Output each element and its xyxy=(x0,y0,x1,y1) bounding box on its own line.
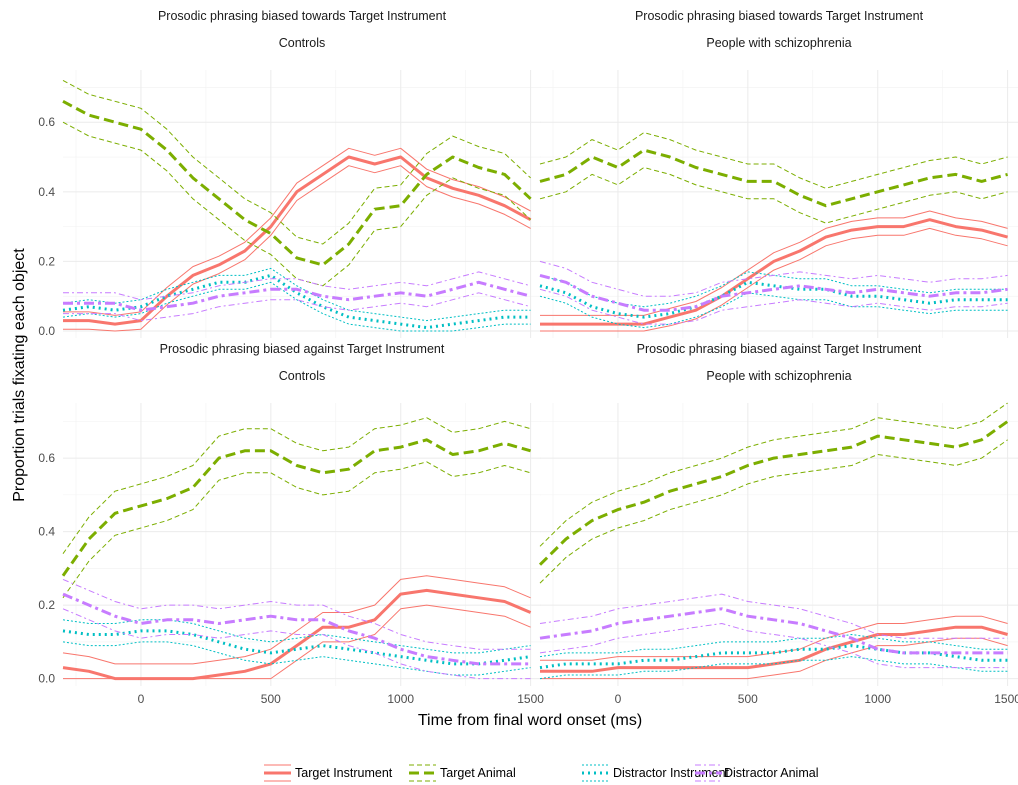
ci-lower-line xyxy=(62,281,531,332)
mean-line xyxy=(62,273,531,330)
facet-strip-group: Controls xyxy=(279,369,326,383)
facet-strip-condition: Prosodic phrasing biased against Target … xyxy=(160,342,445,356)
legend: Target Instrument Target Animal Distractor… xyxy=(264,764,818,782)
ci-lower-line xyxy=(539,439,1008,584)
legend-label: Distractor Animal xyxy=(724,766,818,780)
panel-2: Prosodic phrasing biased towards Target … xyxy=(539,9,1018,338)
series-distractor-animal xyxy=(62,578,531,680)
facet-strip-group: Controls xyxy=(279,36,326,50)
ci-upper-line xyxy=(62,79,531,245)
panel-1: Prosodic phrasing biased towards Target … xyxy=(38,9,541,338)
mean-line xyxy=(539,644,1008,670)
series-distractor-animal xyxy=(63,271,531,322)
y-tick-label: 0.0 xyxy=(38,324,55,338)
y-tick-label: 0.6 xyxy=(38,451,55,465)
legend-label: Target Instrument xyxy=(295,766,393,780)
ci-upper-line xyxy=(63,271,531,301)
facet-strip-condition: Prosodic phrasing biased towards Target … xyxy=(635,9,924,23)
y-tick-label: 0.2 xyxy=(38,254,55,268)
series-target-animal xyxy=(62,79,532,287)
x-tick-label: 1000 xyxy=(387,692,414,706)
series-distractor-instrument xyxy=(539,634,1008,680)
facet-strip-condition: Prosodic phrasing biased towards Target … xyxy=(158,9,447,23)
mean-line xyxy=(62,629,531,666)
ci-lower-line xyxy=(62,608,531,680)
ci-upper-line xyxy=(63,147,531,316)
ci-upper-line xyxy=(539,402,1008,547)
ci-upper-line xyxy=(540,210,1008,316)
ci-lower-line xyxy=(62,121,531,287)
mean-line xyxy=(539,148,1008,208)
mean-line xyxy=(540,625,1009,673)
panel-3: Prosodic phrasing biased against Target … xyxy=(38,342,544,706)
x-tick-label: 1500 xyxy=(994,692,1018,706)
ci-lower-line xyxy=(539,288,1008,325)
series-target-instrument xyxy=(540,210,1008,332)
ci-upper-line xyxy=(62,575,531,665)
mean-line xyxy=(62,99,532,267)
series-target-instrument xyxy=(63,147,532,332)
ci-upper-line xyxy=(539,593,1008,639)
x-tick-label: 1000 xyxy=(864,692,891,706)
ci-lower-line xyxy=(539,623,1008,669)
ci-upper-line xyxy=(62,578,531,650)
ci-upper-line xyxy=(539,271,1008,308)
y-tick-label: 0.2 xyxy=(38,598,55,612)
y-tick-label: 0.4 xyxy=(38,185,55,199)
mean-line xyxy=(63,280,531,312)
legend-label: Distractor Instrument xyxy=(613,766,730,780)
ci-lower-line xyxy=(63,165,531,332)
legend-item-distractor-instrument: Distractor Instrument xyxy=(582,764,730,782)
ci-upper-line xyxy=(539,132,1008,189)
ci-upper-line xyxy=(62,619,531,654)
x-axis-title: Time from final word onset (ms) xyxy=(418,712,642,729)
y-tick-label: 0.6 xyxy=(38,115,55,129)
legend-item-target-animal: Target Animal xyxy=(409,764,516,782)
x-tick-label: 500 xyxy=(738,692,758,706)
mean-line xyxy=(539,273,1008,312)
mean-line xyxy=(61,438,532,577)
y-tick-label: 0.0 xyxy=(38,672,55,686)
ci-upper-line xyxy=(539,260,1008,297)
legend-item-target-instrument: Target Instrument xyxy=(264,764,393,782)
x-tick-label: 0 xyxy=(138,692,145,706)
ci-lower-line xyxy=(539,167,1008,224)
facet-strip-group: People with schizophrenia xyxy=(706,36,851,50)
panel-4: Prosodic phrasing biased against Target … xyxy=(538,342,1018,706)
mean-line xyxy=(539,607,1008,655)
ci-lower-line xyxy=(63,292,531,322)
series-distractor-instrument xyxy=(62,619,531,676)
series-distractor-instrument xyxy=(62,267,531,332)
chart-panels: Prosodic phrasing biased towards Target … xyxy=(38,9,1018,706)
series-target-animal xyxy=(538,402,1009,584)
facet-strip-condition: Prosodic phrasing biased against Target … xyxy=(637,342,922,356)
series-target-animal xyxy=(539,132,1008,224)
legend-item-distractor-animal: Distractor Animal xyxy=(695,764,818,782)
mean-line xyxy=(538,420,1009,566)
series-distractor-animal xyxy=(539,260,1008,325)
y-axis-title: Proportion trials fixating each object xyxy=(11,248,28,502)
facet-strip-group: People with schizophrenia xyxy=(706,369,851,383)
series-target-animal xyxy=(61,417,532,599)
mean-line xyxy=(63,155,532,326)
series-distractor-instrument xyxy=(539,271,1008,329)
ci-lower-line xyxy=(62,461,531,599)
ci-lower-line xyxy=(539,292,1008,329)
mean-line xyxy=(540,218,1008,326)
x-tick-label: 1500 xyxy=(517,692,544,706)
mean-line xyxy=(539,280,1008,319)
ci-lower-line xyxy=(62,641,531,676)
y-tick-label: 0.4 xyxy=(38,525,55,539)
ci-upper-line xyxy=(62,267,531,322)
ci-lower-line xyxy=(540,637,1008,680)
ci-upper-line xyxy=(62,417,531,554)
legend-label: Target Animal xyxy=(440,766,516,780)
mean-line xyxy=(62,588,532,681)
series-distractor-animal xyxy=(539,593,1008,669)
mean-line xyxy=(62,592,531,666)
x-tick-label: 500 xyxy=(261,692,281,706)
x-tick-label: 0 xyxy=(615,692,622,706)
ci-lower-line xyxy=(540,227,1008,332)
